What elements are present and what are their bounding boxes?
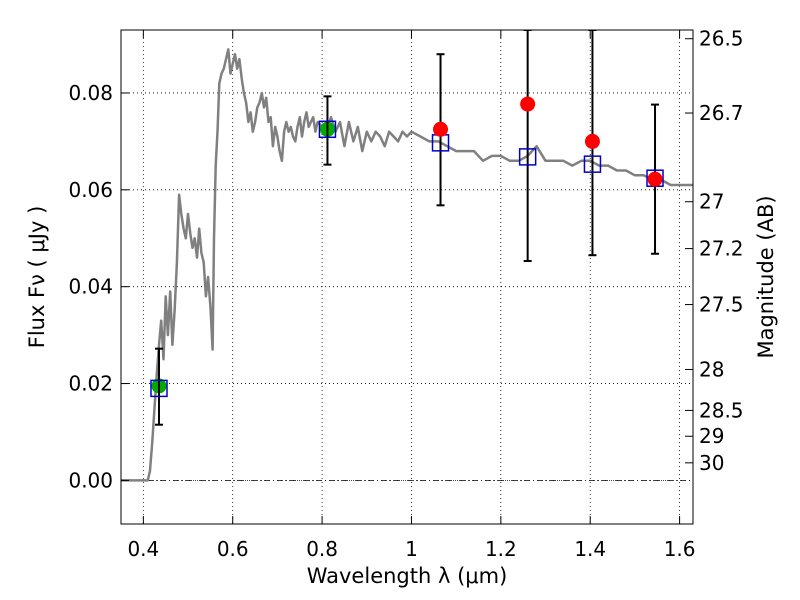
magnitude-tick-label: 28 — [699, 357, 724, 381]
blue-square-data-point — [518, 148, 537, 166]
x-tick-label: 1.4 — [574, 537, 606, 561]
x-tick-label: 0.4 — [127, 537, 159, 561]
plot-background — [121, 30, 693, 524]
y-axis-label: Flux Fν ( μJy ) — [25, 206, 49, 349]
grid-lines — [121, 30, 693, 524]
y-tick-label: 0.06 — [68, 178, 113, 202]
blue-square-data-point — [318, 120, 337, 139]
y-tick-label: 0.08 — [68, 81, 113, 105]
magnitude-tick-label: 27.2 — [699, 237, 744, 261]
x-tick-label: 1.6 — [664, 537, 696, 561]
x-tick-label: 1.2 — [485, 537, 517, 561]
y-tick-label: 0.02 — [68, 372, 113, 396]
blue-square-data-point — [150, 379, 168, 398]
red-data-point — [647, 171, 663, 187]
magnitude-tick-label: 28.5 — [699, 398, 744, 422]
magnitude-tick-label: 26.7 — [699, 101, 744, 125]
red-data-point — [584, 133, 600, 149]
magnitude-axis: 26.5 26.7 27 27.2 27.5 28 28.529 30 — [685, 27, 744, 475]
magnitude-tick-label: 26.5 — [699, 27, 744, 51]
magnitude-tick-label: 27 — [699, 190, 724, 214]
magnitude-tick-label: 29 — [699, 424, 724, 448]
x-tick-label: 0.6 — [217, 537, 249, 561]
blue-square-data-point — [583, 155, 602, 173]
x-tick-label: 1 — [405, 537, 418, 561]
magnitude-axis-label: Magnitude (AB) — [754, 195, 778, 358]
x-axis-label: Wavelength λ (μm) — [307, 564, 508, 588]
plot-frame — [120, 29, 694, 525]
red-data-point — [520, 96, 536, 112]
x-tick-label: 0.8 — [306, 537, 338, 561]
y-tick-label: 0.04 — [68, 275, 113, 299]
x-axis: 0.4 0.6 0.8 1 1.2 1.4 1.6 — [127, 30, 696, 561]
plot-area — [121, 30, 693, 482]
model-spectrum-line — [121, 48, 693, 482]
y-tick-label: 0.00 — [68, 468, 113, 492]
red-data-point — [433, 121, 449, 137]
magnitude-tick-label: 27.5 — [699, 293, 744, 317]
magnitude-tick-label: 30 — [699, 451, 724, 475]
y-axis: 0.00 0.02 0.04 0.06 0.08 — [68, 81, 129, 492]
